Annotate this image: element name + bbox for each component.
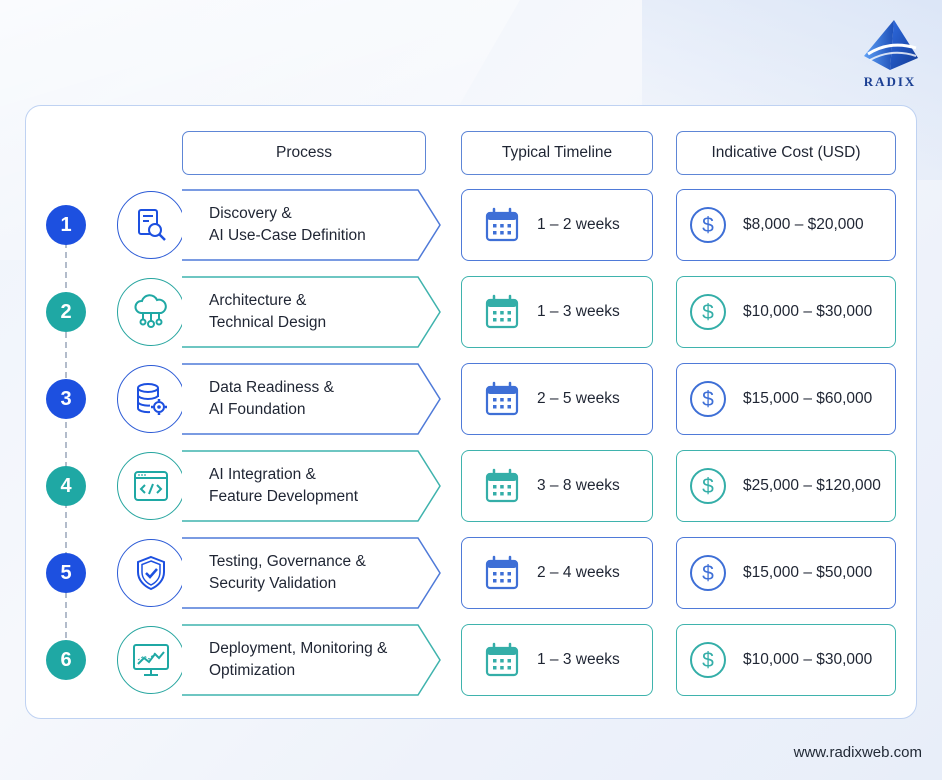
step-title-arrow: Testing, Governance & Security Validatio… xyxy=(180,537,442,609)
cost-cell: $ $8,000 – $20,000 xyxy=(676,189,896,261)
step-title-line2: Technical Design xyxy=(209,314,327,331)
svg-text:$: $ xyxy=(702,214,714,237)
step-title-arrow: Architecture & Technical Design xyxy=(180,276,442,348)
cost-cell: $ $15,000 – $60,000 xyxy=(676,363,896,435)
step-number-badge: 6 xyxy=(46,640,86,680)
timeline-connector xyxy=(65,222,67,658)
svg-text:$: $ xyxy=(702,649,714,672)
timeline-value: 2 – 4 weeks xyxy=(537,564,620,581)
step-title-line1: AI Integration & xyxy=(209,466,316,483)
website-url[interactable]: www.radixweb.com xyxy=(793,744,922,761)
cloud-network-icon xyxy=(117,278,185,346)
header-cost: Indicative Cost (USD) xyxy=(676,131,896,175)
cost-value: $25,000 – $120,000 xyxy=(743,477,881,494)
calendar-icon xyxy=(484,381,520,417)
dollar-icon: $ xyxy=(689,467,727,505)
timeline-value: 3 – 8 weeks xyxy=(537,477,620,494)
pyramid-logo-icon xyxy=(864,20,918,70)
step-title-arrow: AI Integration & Feature Development xyxy=(180,450,442,522)
timeline-value: 2 – 5 weeks xyxy=(537,390,620,407)
document-search-icon xyxy=(117,191,185,259)
cost-value: $10,000 – $30,000 xyxy=(743,303,873,320)
shield-check-icon xyxy=(117,539,185,607)
logo-text: RADIX xyxy=(863,74,917,89)
cost-value: $10,000 – $30,000 xyxy=(743,651,873,668)
step-title: Architecture & Technical Design xyxy=(209,276,429,348)
timeline-value: 1 – 3 weeks xyxy=(537,303,620,320)
timeline-cell: 3 – 8 weeks xyxy=(461,450,653,522)
timeline-value: 1 – 3 weeks xyxy=(537,651,620,668)
code-window-icon xyxy=(117,452,185,520)
step-title-arrow: Discovery & AI Use-Case Definition xyxy=(180,189,442,261)
step-number-badge: 3 xyxy=(46,379,86,419)
cost-cell: $ $25,000 – $120,000 xyxy=(676,450,896,522)
radix-logo: RADIX xyxy=(852,18,928,92)
cost-cell: $ $15,000 – $50,000 xyxy=(676,537,896,609)
timeline-value: 1 – 2 weeks xyxy=(537,216,620,233)
svg-text:$: $ xyxy=(702,388,714,411)
monitor-chart-icon xyxy=(117,626,185,694)
step-title-line2: AI Foundation xyxy=(209,401,306,418)
svg-text:$: $ xyxy=(702,301,714,324)
timeline-cell: 1 – 3 weeks xyxy=(461,624,653,696)
step-title: Data Readiness & AI Foundation xyxy=(209,363,429,435)
timeline-cell: 2 – 4 weeks xyxy=(461,537,653,609)
timeline-cell: 1 – 2 weeks xyxy=(461,189,653,261)
step-title: AI Integration & Feature Development xyxy=(209,450,429,522)
svg-text:$: $ xyxy=(702,562,714,585)
timeline-cell: 2 – 5 weeks xyxy=(461,363,653,435)
calendar-icon xyxy=(484,294,520,330)
database-gear-icon xyxy=(117,365,185,433)
step-title-line2: Security Validation xyxy=(209,575,337,592)
step-title: Testing, Governance & Security Validatio… xyxy=(209,537,429,609)
step-title-line1: Deployment, Monitoring & xyxy=(209,640,388,657)
calendar-icon xyxy=(484,642,520,678)
step-title-line1: Testing, Governance & xyxy=(209,553,366,570)
cost-value: $8,000 – $20,000 xyxy=(743,216,864,233)
step-title-arrow: Deployment, Monitoring & Optimization xyxy=(180,624,442,696)
step-number-badge: 5 xyxy=(46,553,86,593)
dollar-icon: $ xyxy=(689,206,727,244)
calendar-icon xyxy=(484,207,520,243)
dollar-icon: $ xyxy=(689,293,727,331)
step-number-badge: 2 xyxy=(46,292,86,332)
step-title-line1: Discovery & xyxy=(209,205,292,222)
timeline-cell: 1 – 3 weeks xyxy=(461,276,653,348)
step-number-badge: 1 xyxy=(46,205,86,245)
step-title-line2: AI Use-Case Definition xyxy=(209,227,366,244)
cost-value: $15,000 – $60,000 xyxy=(743,390,873,407)
cost-cell: $ $10,000 – $30,000 xyxy=(676,624,896,696)
dollar-icon: $ xyxy=(689,380,727,418)
cost-cell: $ $10,000 – $30,000 xyxy=(676,276,896,348)
header-process: Process xyxy=(182,131,426,175)
step-title-line2: Feature Development xyxy=(209,488,359,505)
calendar-icon xyxy=(484,555,520,591)
dollar-icon: $ xyxy=(689,641,727,679)
cost-value: $15,000 – $50,000 xyxy=(743,564,873,581)
step-number-badge: 4 xyxy=(46,466,86,506)
dollar-icon: $ xyxy=(689,554,727,592)
step-title-line1: Architecture & xyxy=(209,292,307,309)
calendar-icon xyxy=(484,468,520,504)
header-timeline: Typical Timeline xyxy=(461,131,653,175)
step-title: Discovery & AI Use-Case Definition xyxy=(209,189,429,261)
svg-text:$: $ xyxy=(702,475,714,498)
step-title-arrow: Data Readiness & AI Foundation xyxy=(180,363,442,435)
step-title-line2: Optimization xyxy=(209,662,296,679)
step-title-line1: Data Readiness & xyxy=(209,379,334,396)
step-title: Deployment, Monitoring & Optimization xyxy=(209,624,429,696)
